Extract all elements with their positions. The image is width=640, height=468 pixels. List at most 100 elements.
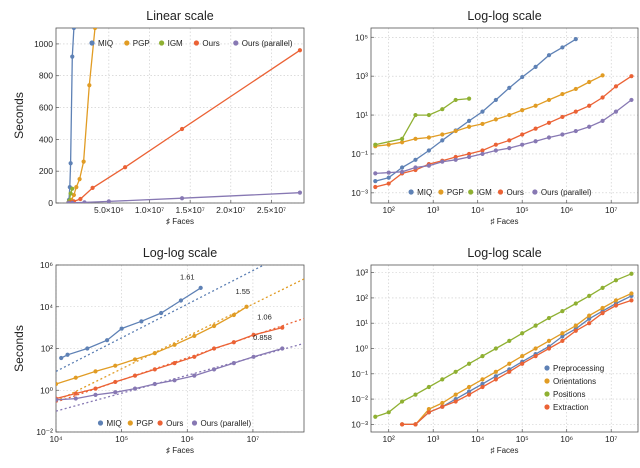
data-point	[480, 121, 485, 127]
data-point	[587, 321, 592, 326]
chart-title: Log-log scale	[143, 246, 217, 260]
legend: MIQ PGP Ours Ours (parallel)	[97, 419, 252, 428]
data-point	[560, 91, 565, 97]
slope-annotation: 1.06	[257, 312, 272, 321]
data-point	[211, 323, 217, 329]
data-point	[480, 148, 485, 153]
data-point	[386, 175, 391, 180]
data-point	[520, 361, 525, 366]
data-point	[192, 354, 197, 359]
data-point	[132, 373, 138, 378]
data-point	[587, 313, 592, 318]
x-axis-label: ♯ Faces	[166, 217, 194, 226]
data-point	[560, 309, 565, 314]
data-point	[493, 142, 498, 147]
data-point	[520, 354, 525, 359]
x-tick-label: 10⁴	[471, 434, 484, 444]
data-point	[152, 381, 157, 387]
x-tick-label: 10⁴	[49, 434, 62, 444]
data-point	[480, 384, 485, 390]
x-tick-label: 10⁵	[115, 434, 128, 444]
plot-frame	[55, 27, 305, 204]
x-tick-label: 10⁷	[247, 434, 260, 444]
data-point	[493, 369, 498, 374]
data-point	[466, 124, 472, 129]
legend-marker	[438, 189, 444, 195]
x-tick-label: 10⁶	[181, 434, 194, 444]
x-tick-label: 10³	[427, 434, 439, 444]
legend: Preprocessing Orientations Positions Extrac…	[544, 364, 604, 412]
data-point	[493, 377, 498, 382]
legend-marker	[468, 189, 474, 195]
data-point	[587, 103, 592, 108]
data-point	[74, 184, 79, 190]
fit-line	[56, 278, 304, 402]
data-point	[466, 118, 472, 124]
data-point	[560, 132, 565, 137]
data-point	[81, 159, 86, 164]
data-point	[533, 346, 538, 351]
data-point	[453, 399, 458, 404]
data-point	[573, 128, 578, 134]
data-point	[172, 360, 177, 366]
data-point	[466, 154, 472, 160]
y-tick-label: 10¹	[356, 110, 368, 120]
data-point	[533, 103, 538, 108]
y-tick-label: 10⁰	[40, 385, 53, 395]
legend-label: Ours	[507, 188, 524, 197]
data-point	[613, 298, 619, 303]
data-point	[453, 369, 458, 374]
legend-marker	[124, 40, 130, 46]
data-point	[546, 97, 552, 103]
y-tick-label: 600	[39, 103, 53, 113]
data-point	[73, 391, 78, 396]
data-point	[373, 171, 378, 176]
series-ours-parallel	[66, 190, 303, 203]
y-tick-label: 10⁶	[40, 260, 53, 270]
series-ours	[373, 74, 634, 190]
data-point	[560, 334, 565, 339]
legend-label: PGP	[136, 419, 153, 428]
legend-label: IGM	[477, 188, 492, 197]
legend-marker	[544, 404, 550, 410]
legend-marker	[544, 391, 550, 397]
series-line	[402, 299, 632, 426]
data-point	[440, 138, 445, 143]
data-point	[573, 109, 578, 114]
series-line	[68, 192, 300, 203]
series-extraction	[400, 298, 634, 427]
data-point	[139, 319, 144, 324]
legend-marker	[193, 40, 199, 46]
y-axis-label: Seconds	[12, 92, 26, 139]
data-point	[426, 384, 431, 390]
series-line	[67, 28, 75, 203]
data-point	[70, 200, 75, 203]
data-point	[440, 159, 445, 164]
data-point	[600, 95, 605, 100]
chart-panel-4: 10² 10³ 10⁴ 10⁵ 10⁶ 10⁷ 10⁻³ 10⁻² 10⁻¹ 10⁰ 10¹ 10² 1…	[351, 246, 639, 455]
slope-annotation: 0.858	[253, 333, 272, 342]
data-point	[426, 407, 431, 412]
series-ours	[66, 48, 303, 203]
data-point	[123, 165, 128, 170]
legend-marker	[497, 189, 504, 195]
series-line	[375, 99, 632, 175]
data-point	[440, 377, 445, 382]
x-axis-label: ♯ Faces	[490, 217, 518, 226]
data-point	[85, 346, 90, 351]
x-tick-label: 10²	[383, 434, 395, 444]
legend: MIQ PGP IGM Ours Ours (parallel)	[89, 39, 293, 48]
y-tick-label: 10⁴	[40, 302, 53, 312]
data-point	[159, 310, 164, 316]
data-point	[453, 392, 458, 397]
legend-marker	[159, 40, 165, 46]
legend-label: Ours	[202, 39, 219, 48]
data-point	[493, 148, 498, 153]
y-axis-label: Seconds	[12, 325, 26, 372]
data-point	[400, 165, 405, 170]
data-point	[231, 340, 236, 345]
data-point	[132, 357, 138, 362]
series-line	[56, 326, 283, 400]
legend-label: MIQ	[417, 188, 432, 197]
data-point	[533, 354, 538, 359]
